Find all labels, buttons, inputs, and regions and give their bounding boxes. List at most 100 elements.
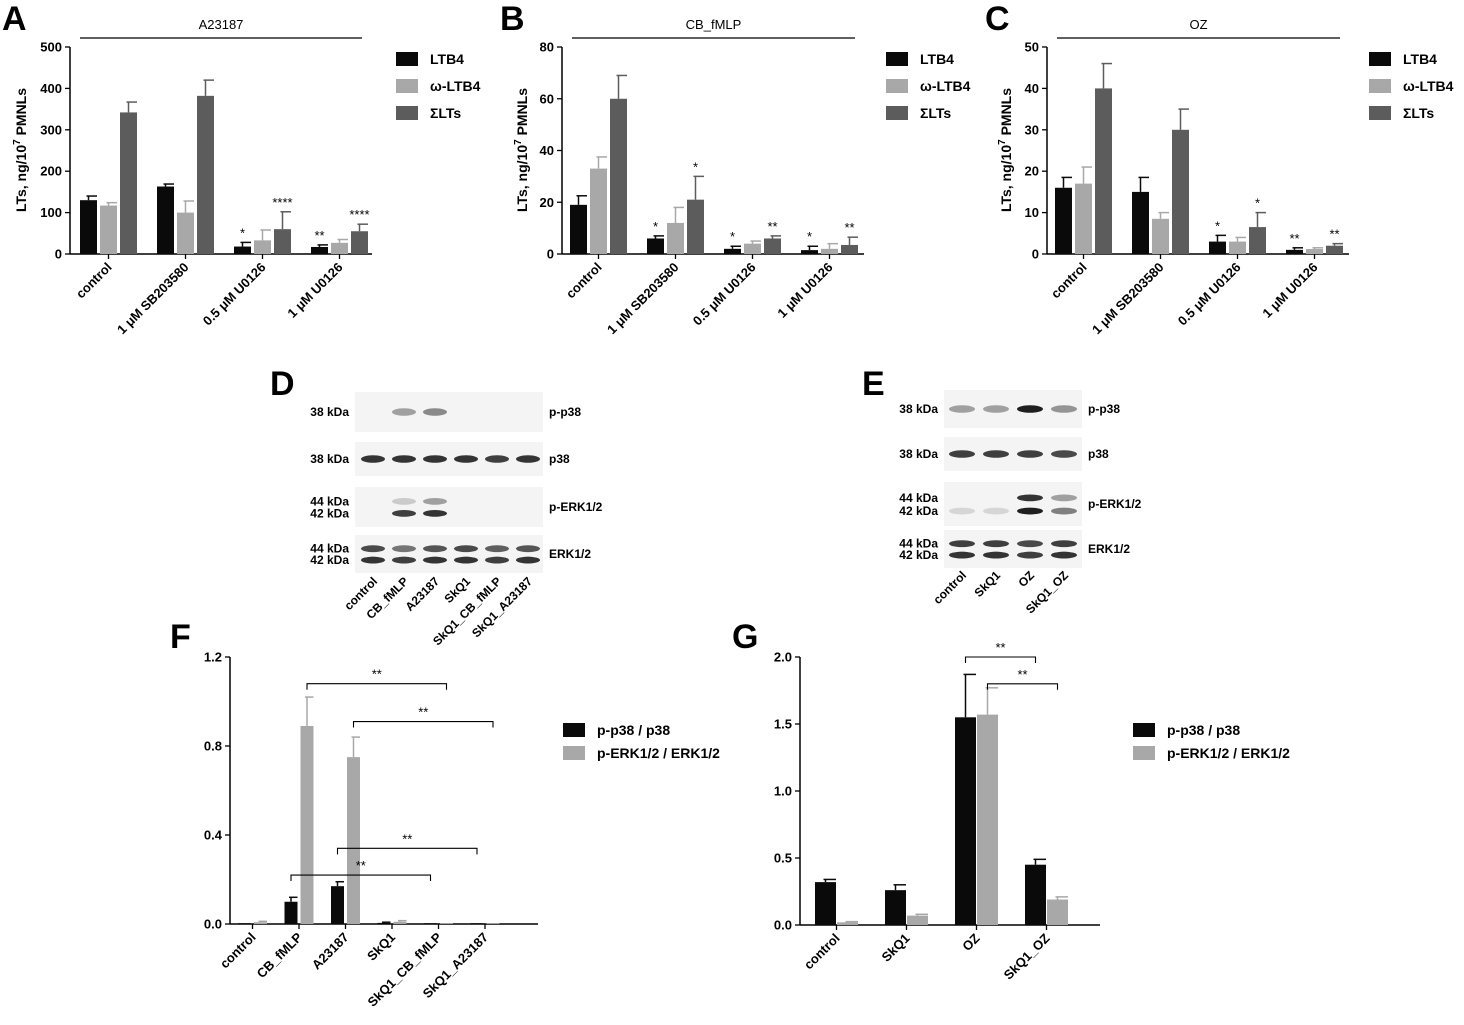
panel-letter-a: A xyxy=(2,0,27,38)
blot-band-d xyxy=(454,455,478,463)
blot-kda-label-d: 38 kDa xyxy=(310,405,349,419)
legend-swatch-b xyxy=(886,106,908,120)
blot-membrane-d xyxy=(355,487,543,527)
y-tick-label-b: 20 xyxy=(540,195,554,210)
bar-a xyxy=(254,240,271,254)
blot-row-label-d: p38 xyxy=(549,452,570,466)
significance-mark-a: * xyxy=(240,225,245,240)
legend-label-f: p-p38 / p38 xyxy=(597,722,670,738)
blot-row-label-e: ERK1/2 xyxy=(1088,542,1130,556)
y-axis-label-b: LTs, ng/107 PMNLs xyxy=(513,88,530,212)
legend-swatch-g xyxy=(1133,723,1155,737)
y-tick-label-a: 100 xyxy=(40,205,62,220)
blot-row-label-e: p-ERK1/2 xyxy=(1088,497,1142,511)
blot-lane-label-d: A23187 xyxy=(402,574,442,614)
blot-band-d xyxy=(516,455,540,463)
comparison-bracket-f xyxy=(306,683,448,690)
blot-row-label-d: p-p38 xyxy=(549,405,581,419)
bar-c xyxy=(1095,88,1112,255)
bar-a xyxy=(80,200,97,254)
blot-band-d xyxy=(423,556,447,564)
bar-g xyxy=(885,890,906,925)
panel-letter-g: G xyxy=(732,618,758,656)
comparison-label-f: ** xyxy=(372,667,382,682)
bar-f xyxy=(440,923,453,924)
y-tick-label-f: 0.4 xyxy=(204,828,223,843)
bar-f xyxy=(284,901,298,924)
blot-band-d xyxy=(454,556,478,564)
category-label-a: 1 μM U0126 xyxy=(284,260,345,321)
bar-b xyxy=(744,243,761,254)
blot-band-d xyxy=(454,545,478,553)
y-tick-label-c: 20 xyxy=(1025,164,1039,179)
legend-label-g: p-p38 / p38 xyxy=(1167,722,1240,738)
y-tick-label-a: 500 xyxy=(40,40,62,55)
bar-f xyxy=(254,922,267,924)
blot-band-e xyxy=(1051,450,1077,458)
bar-g xyxy=(1047,899,1068,925)
category-label-b: 0.5 μM U0126 xyxy=(690,260,759,329)
blot-band-d xyxy=(423,455,447,463)
significance-mark-a: ** xyxy=(314,228,324,243)
blot-band-d xyxy=(392,556,416,564)
y-tick-label-c: 30 xyxy=(1025,122,1039,137)
y-tick-label-f: 1.2 xyxy=(204,650,222,665)
legend-label-f: p-ERK1/2 / ERK1/2 xyxy=(597,745,720,761)
significance-mark-c: ** xyxy=(1289,231,1299,246)
y-tick-label-g: 2.0 xyxy=(774,650,792,665)
legend-swatch-a xyxy=(396,106,418,120)
legend-label-b: LTB4 xyxy=(920,51,954,67)
y-tick-label-g: 1.0 xyxy=(774,784,792,799)
legend-label-c: ω-LTB4 xyxy=(1403,78,1454,94)
bar-f xyxy=(238,923,251,924)
blot-band-d xyxy=(392,510,416,517)
blot-kda-label-e: 44 kDa xyxy=(899,537,938,551)
bar-f xyxy=(470,923,484,924)
legend-label-a: LTB4 xyxy=(430,51,464,67)
blot-band-d xyxy=(361,455,385,463)
blot-membrane-d xyxy=(355,535,543,573)
blot-band-d xyxy=(361,556,385,564)
category-label-c: 1 μM U0126 xyxy=(1259,260,1320,321)
bar-g xyxy=(977,714,998,925)
category-label-g: OZ xyxy=(959,930,982,953)
significance-mark-b: ** xyxy=(844,220,854,235)
blot-band-d xyxy=(485,545,509,553)
legend-swatch-g xyxy=(1133,746,1155,760)
bar-f xyxy=(424,923,437,924)
y-tick-label-c: 50 xyxy=(1025,40,1039,55)
blot-band-e xyxy=(983,551,1009,559)
bar-a xyxy=(331,242,348,254)
blot-band-e xyxy=(1051,507,1077,515)
y-tick-label-g: 0.5 xyxy=(774,851,792,866)
blot-kda-label-e: 38 kDa xyxy=(899,402,938,416)
blot-band-e xyxy=(1017,507,1043,515)
comparison-label-f: ** xyxy=(418,705,428,720)
y-tick-label-g: 1.5 xyxy=(774,717,792,732)
bar-a xyxy=(351,231,368,254)
legend-label-a: ΣLTs xyxy=(430,105,461,121)
blot-band-e xyxy=(1051,551,1077,559)
legend-label-c: ΣLTs xyxy=(1403,105,1434,121)
category-label-c: 1 μM SB203580 xyxy=(1089,260,1167,338)
chart-a: 0 100 200 300 400 500 LTs, ng/107 PMNLs A23187 *… xyxy=(12,17,481,337)
y-tick-label-c: 0 xyxy=(1032,247,1039,262)
blot-row-label-e: p38 xyxy=(1088,447,1109,461)
category-label-a: 1 μM SB203580 xyxy=(114,260,192,338)
significance-mark-a: **** xyxy=(272,195,292,210)
bar-b xyxy=(801,250,818,254)
y-tick-label-f: 0.0 xyxy=(204,917,222,932)
category-label-a: 0.5 μM U0126 xyxy=(200,260,269,329)
y-tick-label-b: 60 xyxy=(540,91,554,106)
chart-title-c: OZ xyxy=(1189,17,1207,32)
category-label-f: SkQ1 xyxy=(364,930,398,964)
y-tick-label-a: 300 xyxy=(40,122,62,137)
blot-band-d xyxy=(361,545,385,553)
blot-band-e xyxy=(983,540,1009,548)
comparison-bracket-f xyxy=(336,847,478,855)
bar-c xyxy=(1152,218,1169,254)
blot-band-d xyxy=(392,455,416,463)
blot-band-e xyxy=(1017,540,1043,548)
blot-kda-label-d: 44 kDa xyxy=(310,494,349,508)
bar-g xyxy=(907,915,928,925)
